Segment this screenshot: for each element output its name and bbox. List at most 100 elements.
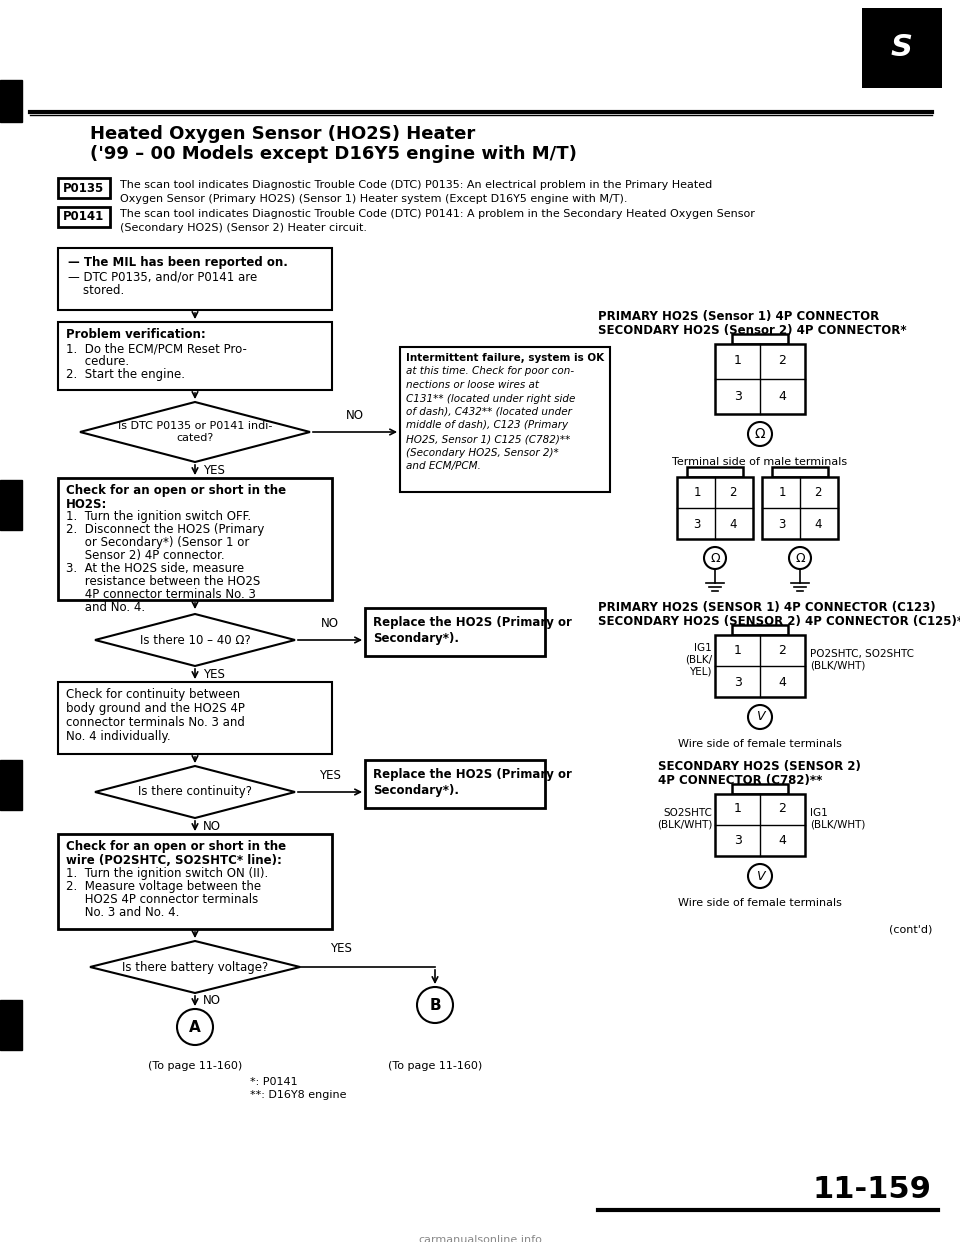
Bar: [687, 467, 743, 477]
Text: YES: YES: [330, 941, 352, 955]
Text: Replace the HO2S (Primary or: Replace the HO2S (Primary or: [373, 768, 572, 781]
Text: Ω: Ω: [755, 427, 765, 441]
Bar: [365, 609, 545, 656]
Bar: [732, 784, 788, 794]
Polygon shape: [90, 941, 300, 994]
Text: P0135: P0135: [63, 181, 105, 195]
Text: HO2S, Sensor 1) C125 (C782)**: HO2S, Sensor 1) C125 (C782)**: [406, 433, 570, 443]
Text: No. 4 individually.: No. 4 individually.: [66, 730, 171, 743]
Bar: [732, 625, 788, 635]
Text: 2.  Start the engine.: 2. Start the engine.: [66, 368, 185, 381]
Bar: [58, 178, 110, 197]
Text: V: V: [756, 869, 764, 883]
Text: 3: 3: [734, 676, 742, 688]
Text: (To page 11-160): (To page 11-160): [148, 1061, 242, 1071]
Text: 3.  At the HO2S side, measure: 3. At the HO2S side, measure: [66, 561, 244, 575]
Text: Check for continuity between: Check for continuity between: [66, 688, 240, 700]
Text: 3: 3: [734, 390, 742, 402]
Polygon shape: [95, 614, 295, 666]
Text: The scan tool indicates Diagnostic Trouble Code (DTC) P0141: A problem in the Se: The scan tool indicates Diagnostic Troub…: [120, 209, 755, 219]
Text: 2: 2: [814, 486, 822, 498]
Text: No. 3 and No. 4.: No. 3 and No. 4.: [66, 905, 180, 919]
Text: — DTC P0135, and/or P0141 are: — DTC P0135, and/or P0141 are: [68, 270, 257, 283]
Text: HO2S:: HO2S:: [66, 498, 108, 510]
Text: 1.  Do the ECM/PCM Reset Pro-: 1. Do the ECM/PCM Reset Pro-: [66, 342, 247, 355]
Polygon shape: [95, 766, 295, 818]
Bar: [732, 334, 788, 344]
Polygon shape: [0, 1000, 22, 1049]
Bar: [58, 478, 332, 600]
Text: PRIMARY HO2S (Sensor 1) 4P CONNECTOR: PRIMARY HO2S (Sensor 1) 4P CONNECTOR: [598, 310, 879, 323]
Text: Is there continuity?: Is there continuity?: [138, 785, 252, 799]
Text: and ECM/PCM.: and ECM/PCM.: [406, 461, 481, 471]
Text: SECONDARY HO2S (Sensor 2) 4P CONNECTOR*: SECONDARY HO2S (Sensor 2) 4P CONNECTOR*: [598, 324, 906, 337]
Text: 1.  Turn the ignition switch ON (II).: 1. Turn the ignition switch ON (II).: [66, 867, 268, 881]
Text: 1: 1: [693, 486, 701, 498]
Text: Sensor 2) 4P connector.: Sensor 2) 4P connector.: [66, 549, 225, 561]
Text: 2: 2: [730, 486, 736, 498]
Bar: [715, 344, 805, 414]
Text: carmanualsonline.info: carmanualsonline.info: [418, 1235, 542, 1242]
Text: Is there 10 – 40 Ω?: Is there 10 – 40 Ω?: [139, 633, 251, 647]
Text: connector terminals No. 3 and: connector terminals No. 3 and: [66, 715, 245, 729]
Text: PO2SHTC, SO2SHTC
(BLK/WHT): PO2SHTC, SO2SHTC (BLK/WHT): [810, 650, 914, 671]
Text: 1: 1: [779, 486, 785, 498]
Bar: [365, 760, 545, 809]
Text: V: V: [756, 710, 764, 724]
Bar: [58, 682, 332, 754]
Bar: [715, 635, 805, 697]
Text: of dash), C432** (located under: of dash), C432** (located under: [406, 407, 572, 417]
Text: NO: NO: [321, 617, 339, 630]
Bar: [58, 248, 332, 310]
Text: nections or loose wires at: nections or loose wires at: [406, 380, 539, 390]
Text: *: P0141: *: P0141: [250, 1077, 298, 1087]
Text: Is DTC P0135 or P0141 indi-
cated?: Is DTC P0135 or P0141 indi- cated?: [118, 421, 273, 443]
Text: 4: 4: [778, 390, 786, 402]
Text: YES: YES: [203, 667, 225, 681]
Text: 4: 4: [730, 518, 736, 530]
Text: 3: 3: [693, 518, 701, 530]
Text: Ω: Ω: [710, 551, 720, 565]
Text: NO: NO: [203, 820, 221, 832]
Text: 3: 3: [734, 835, 742, 847]
Bar: [58, 207, 110, 227]
Text: 1: 1: [734, 643, 742, 657]
Bar: [677, 477, 753, 539]
Text: Heated Oxygen Sensor (HO2S) Heater: Heated Oxygen Sensor (HO2S) Heater: [90, 125, 475, 143]
Polygon shape: [0, 479, 22, 530]
Text: Check for an open or short in the: Check for an open or short in the: [66, 840, 286, 853]
Text: Ω: Ω: [795, 551, 804, 565]
Bar: [762, 477, 838, 539]
Text: 2: 2: [778, 354, 786, 368]
Text: Check for an open or short in the: Check for an open or short in the: [66, 484, 286, 497]
Text: IG1
(BLK/WHT): IG1 (BLK/WHT): [810, 809, 865, 830]
Text: or Secondary*) (Sensor 1 or: or Secondary*) (Sensor 1 or: [66, 537, 250, 549]
Text: Wire side of female terminals: Wire side of female terminals: [678, 739, 842, 749]
Text: 4P connector terminals No. 3: 4P connector terminals No. 3: [66, 587, 256, 601]
Polygon shape: [80, 402, 310, 462]
Text: PRIMARY HO2S (SENSOR 1) 4P CONNECTOR (C123): PRIMARY HO2S (SENSOR 1) 4P CONNECTOR (C1…: [598, 601, 936, 614]
Bar: [400, 347, 610, 492]
Text: (Secondary HO2S, Sensor 2)*: (Secondary HO2S, Sensor 2)*: [406, 447, 559, 457]
Text: Problem verification:: Problem verification:: [66, 328, 205, 342]
Text: wire (PO2SHTC, SO2SHTC* line):: wire (PO2SHTC, SO2SHTC* line):: [66, 854, 282, 867]
Text: ('99 – 00 Models except D16Y5 engine with M/T): ('99 – 00 Models except D16Y5 engine wit…: [90, 145, 577, 163]
Text: stored.: stored.: [68, 284, 124, 297]
Text: (Secondary HO2S) (Sensor 2) Heater circuit.: (Secondary HO2S) (Sensor 2) Heater circu…: [120, 224, 367, 233]
Text: (cont'd): (cont'd): [889, 924, 932, 934]
Text: 1.  Turn the ignition switch OFF.: 1. Turn the ignition switch OFF.: [66, 510, 252, 523]
Text: **: D16Y8 engine: **: D16Y8 engine: [250, 1090, 347, 1100]
Text: SO2SHTC
(BLK/WHT): SO2SHTC (BLK/WHT): [657, 809, 712, 830]
Text: A: A: [189, 1020, 201, 1035]
Text: SECONDARY HO2S (SENSOR 2) 4P CONNECTOR (C125)*: SECONDARY HO2S (SENSOR 2) 4P CONNECTOR (…: [598, 615, 960, 628]
Text: P0141: P0141: [63, 210, 105, 224]
Text: Secondary*).: Secondary*).: [373, 784, 459, 797]
Text: SECONDARY HO2S (SENSOR 2): SECONDARY HO2S (SENSOR 2): [658, 760, 861, 773]
Text: 2: 2: [778, 802, 786, 816]
Text: NO: NO: [346, 409, 364, 422]
Text: B: B: [429, 997, 441, 1012]
Text: 4P CONNECTOR (C782)**: 4P CONNECTOR (C782)**: [658, 774, 823, 787]
Text: NO: NO: [203, 995, 221, 1007]
Text: 11-159: 11-159: [813, 1175, 932, 1203]
Text: 1: 1: [734, 354, 742, 368]
